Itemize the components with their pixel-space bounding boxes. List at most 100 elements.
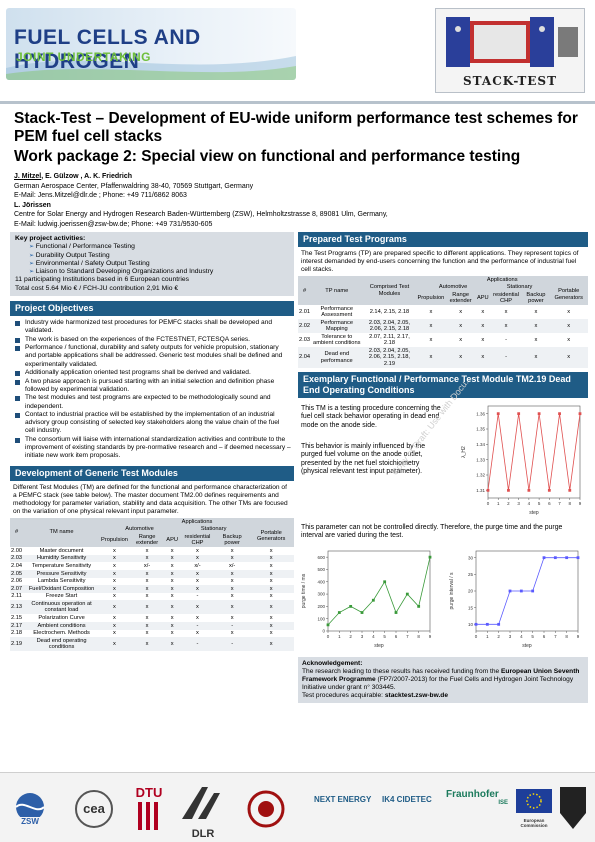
x-tick-label: 8: [565, 634, 568, 639]
cell-number: 2.00: [10, 547, 24, 555]
cell-name: Polarization Curve: [23, 614, 101, 622]
tp-col-chp: residential CHP: [489, 291, 523, 306]
cell-value: x: [100, 570, 129, 578]
acknowledgement-box: Acknowledgement: The research leading to…: [298, 656, 588, 704]
x-axis-label: step: [522, 643, 532, 649]
objectives-heading: Project Objectives: [10, 301, 294, 317]
x-tick-label: 6: [395, 634, 398, 639]
cell-value: x: [165, 577, 179, 586]
example-text-1: This TM is a testing procedure concernin…: [301, 404, 441, 429]
data-point: [496, 412, 500, 415]
cell-value: x: [100, 637, 129, 652]
test-programs-table-body: 2.01 Performance Assessment 2.14, 2.15, 2.…: [298, 305, 588, 368]
x-tick-label: 3: [517, 501, 520, 506]
cell-number: 2.15: [10, 614, 24, 622]
test-modules-table: # TM name Applications Automotive Statio…: [10, 518, 294, 652]
author-mitzel: J. Mitzel: [14, 173, 42, 180]
cell-number: 2.19: [10, 637, 24, 652]
cell-value: x: [178, 570, 216, 578]
cell-value: x: [248, 562, 294, 571]
tm-col-automotive: Automotive: [100, 525, 179, 534]
data-point: [553, 555, 557, 559]
fraunhofer-logo: Fraunhofer ISE: [446, 789, 508, 825]
data-point: [578, 412, 582, 415]
tm-col-name: TM name: [23, 518, 101, 548]
data-point: [547, 488, 551, 492]
objective-item: Additionally application oriented test p…: [13, 369, 291, 377]
data-point: [576, 555, 580, 559]
cell-value: x: [128, 570, 166, 578]
data-point: [383, 580, 387, 583]
test-programs-text: The Test Programs (TP) are prepared spec…: [301, 250, 579, 274]
y-tick-label: 200: [317, 604, 325, 609]
cell-value: x: [178, 629, 216, 638]
data-point: [474, 622, 478, 626]
cea-logo: cea: [72, 787, 116, 831]
left-column: Key project activities: Functional / Per…: [10, 232, 294, 652]
tm-col-apu: APU: [165, 533, 179, 548]
y-axis-label: purge time / ms: [301, 573, 307, 608]
series-line: [476, 556, 578, 625]
ik4-cidetec-logo: IK4 CIDETEC: [382, 795, 432, 804]
right-column: Prepared Test Programs The Test Programs…: [298, 232, 588, 704]
x-tick-label: 9: [577, 634, 580, 639]
cell-name: Ambient conditions: [23, 621, 101, 630]
cea-logo-text: cea: [83, 801, 105, 816]
cell-number: 2.06: [10, 577, 24, 586]
test-programs-heading: Prepared Test Programs: [298, 232, 588, 247]
x-tick-label: 4: [372, 634, 375, 639]
cea-ring-icon: [75, 790, 113, 828]
cell-name: Performance Assessment: [311, 305, 363, 320]
cell-value: x: [165, 592, 179, 601]
cell-value: x: [165, 637, 179, 652]
tm-table-row: 2.07 Fuel/Oxidant Composition x x x x x x: [10, 585, 294, 593]
tm-col-portable: Portable Generators: [248, 525, 294, 548]
fch-crest-icon: [560, 787, 586, 829]
x-tick-label: 0: [487, 501, 490, 506]
data-point: [519, 589, 523, 593]
x-tick-label: 2: [497, 634, 500, 639]
cell-value: -: [178, 637, 216, 652]
tp-col-propulsion: Propulsion: [416, 291, 446, 306]
header-divider: [0, 101, 595, 104]
cell-value: x: [445, 319, 476, 334]
y-tick-label: 30: [468, 555, 474, 560]
cell-value: x: [178, 577, 216, 586]
x-tick-label: 9: [429, 634, 432, 639]
objective-item: Industry wide harmonized test procedures…: [13, 319, 291, 335]
cell-value: x: [100, 621, 129, 630]
data-point: [371, 598, 375, 602]
cell-value: x: [178, 585, 216, 593]
tp-col-automotive: Automotive: [416, 283, 490, 292]
cell-number: 2.03: [298, 333, 312, 348]
data-point: [405, 592, 409, 596]
poster-header: FUEL CELLS AND HYDROGEN JOINT UNDERTAKIN…: [0, 0, 595, 100]
cell-value: x: [165, 585, 179, 593]
cell-value: x: [128, 629, 166, 638]
cell-value: x: [549, 347, 588, 368]
y-tick-label: 1.35: [476, 426, 485, 431]
stack-image: [446, 17, 578, 67]
data-point: [349, 604, 353, 608]
x-tick-label: 1: [338, 634, 341, 639]
cell-value: -: [215, 637, 249, 652]
example-top-area: This TM is a testing procedure concernin…: [298, 398, 588, 518]
stacktest-link[interactable]: stacktest.zsw-bw.de: [384, 692, 448, 700]
y-tick-label: 10: [468, 622, 474, 627]
cell-value: x/-: [128, 562, 166, 571]
cell-value: x: [489, 319, 523, 334]
data-point: [537, 412, 541, 415]
tm-table-row: 2.19 Dead end operating conditions x x x - - x: [10, 637, 294, 652]
swoosh-graphic: [6, 56, 296, 80]
key-activities-box: Key project activities: Functional / Per…: [10, 232, 294, 297]
cell-value: -: [178, 621, 216, 630]
affiliation-dlr: German Aerospace Center, Pfaffenwaldring…: [14, 182, 254, 190]
cell-value: x: [248, 592, 294, 601]
generic-modules-text: Different Test Modules (TM) are defined …: [13, 483, 288, 515]
dtu-logo: DTU: [134, 785, 164, 835]
cell-value: x: [215, 600, 249, 615]
cell-value: -: [178, 592, 216, 601]
cell-value: x: [522, 319, 550, 334]
test-modules-table-body: 2.00 Master document x x x x x x 2.03 Humidity Se…: [10, 547, 294, 652]
y-tick-label: 1.36: [476, 411, 485, 416]
